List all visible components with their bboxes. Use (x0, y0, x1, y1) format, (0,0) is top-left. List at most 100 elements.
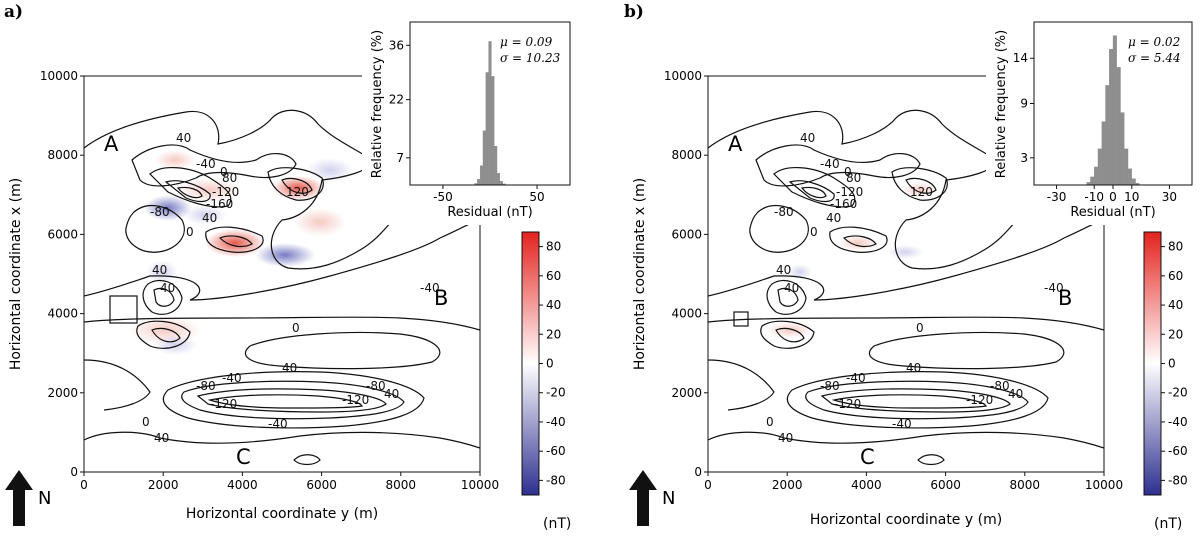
mu-stat: μ = 0.09 (500, 35, 553, 49)
contour-label: 0 (142, 415, 150, 429)
contour-label: 80 (846, 171, 861, 185)
colorbar-tick-label: 0 (1168, 357, 1176, 371)
y-tick-label: 8000 (47, 148, 78, 162)
y-axis: 0 2000 4000 6000 8000 10000 (664, 69, 708, 479)
histogram-bar (1109, 49, 1114, 186)
region-label-a: A (728, 132, 743, 156)
contour-label: 40 (154, 431, 169, 445)
inset-x-tick-label: 10 (1124, 190, 1139, 204)
histogram-bar (1120, 112, 1125, 186)
contour-label: 0 (186, 225, 194, 239)
contour-label: 0 (292, 321, 300, 335)
x-axis-label: Horizontal coordinate y (m) (810, 512, 1002, 528)
y-tick-label: 0 (694, 465, 702, 479)
contour-label: 0 (810, 225, 818, 239)
inset-x-axis: -30 -10 0 10 30 (1047, 185, 1177, 204)
contour-label: 40 (176, 131, 191, 145)
histogram-bars (1086, 35, 1140, 186)
colorbar-tick-label: -20 (1168, 386, 1188, 400)
x-axis-label: Horizontal coordinate y (m) (186, 506, 378, 522)
y-axis-label: Horizontal coordinate x (m) (8, 178, 24, 370)
inset-y-axis: 14 9 3 (1013, 51, 1034, 165)
contour-label: -120 (834, 397, 861, 411)
y-axis: 0 2000 4000 6000 8000 10000 (40, 69, 84, 479)
histogram-bar (1124, 148, 1129, 186)
contour-label: -120 (836, 185, 863, 199)
contour-label: 0 (220, 165, 228, 179)
histogram-bar (1105, 85, 1110, 186)
inset-background (986, 0, 1200, 225)
region-label-b: B (1058, 286, 1072, 310)
histogram-bar (496, 173, 501, 186)
x-tick-label: 10000 (461, 478, 499, 492)
contour-label: 0 (766, 415, 774, 429)
contour-lines (708, 109, 1104, 466)
histogram-bar (1094, 166, 1099, 186)
contour-label: 0 (844, 165, 852, 179)
histogram-bar (1131, 178, 1136, 186)
x-tick-label: 8000 (1010, 478, 1041, 492)
inset-x-label: Residual (nT) (447, 205, 532, 220)
x-tick-label: 10000 (1085, 478, 1123, 492)
study-area-box (733, 311, 749, 327)
histogram-bar (477, 179, 481, 186)
contour-label: -120 (210, 397, 237, 411)
contour-label: 40 (1008, 387, 1023, 401)
contour-label: -80 (196, 379, 216, 393)
histogram-bar (485, 72, 489, 186)
histogram-bar (1101, 121, 1106, 186)
region-label-c: C (236, 445, 251, 469)
colorbar: 80 60 40 20 0 -20 -40 -60 -80 (nT) (1143, 231, 1188, 532)
histogram-bars (474, 41, 506, 186)
y-axis-label: Horizontal coordinate x (m) (632, 178, 648, 370)
inset-y-label: Relative frequency (%) (370, 30, 385, 178)
x-tick-label: 2000 (772, 478, 803, 492)
contour-label-group: 40 -40 0 -80 -120 40 80 -160 120 -40 0 4… (142, 131, 440, 445)
y-tick-label: 2000 (671, 386, 702, 400)
contour-label: 40 (384, 387, 399, 401)
inset-y-tick-label: 7 (396, 151, 404, 165)
colorbar-tick-label: 60 (1168, 269, 1183, 283)
histogram-bar (1112, 35, 1117, 186)
sigma-stat: σ = 5.44 (1128, 51, 1181, 65)
x-tick-label: 2000 (148, 478, 179, 492)
north-arrow-icon (629, 470, 657, 526)
histogram-bar (1090, 176, 1095, 186)
histogram-bar (1097, 148, 1102, 186)
north-label: N (662, 488, 675, 509)
contour-label: -80 (774, 205, 794, 219)
colorbar-ticks: 80 60 40 20 0 -20 -40 -60 -80 (1161, 240, 1188, 487)
histogram-bar (1127, 168, 1132, 186)
contour-label: 120 (286, 185, 309, 199)
y-tick-label: 2000 (47, 386, 78, 400)
colorbar-tick-label: -60 (1168, 444, 1188, 458)
colorbar: 80 60 40 20 0 -20 -40 -60 -80 (nT) (521, 231, 571, 532)
y-tick-label: 6000 (47, 227, 78, 241)
y-tick-label: 8000 (671, 148, 702, 162)
colorbar-gradient (1143, 231, 1162, 496)
inset-x-tick-label: -10 (1084, 190, 1104, 204)
contour-label: 40 (776, 263, 791, 277)
contour-label: -40 (196, 157, 216, 171)
y-tick-label: 10000 (664, 69, 702, 83)
panel-b: b) (624, 0, 1200, 532)
y-tick-label: 4000 (47, 307, 78, 321)
colorbar-tick-label: 60 (546, 269, 561, 283)
contour-label: -40 (268, 417, 288, 431)
colorbar-tick-label: -80 (1168, 473, 1188, 487)
colorbar-tick-label: 80 (546, 240, 561, 254)
inset-x-label: Residual (nT) (1070, 205, 1155, 220)
contour-label: 40 (282, 361, 297, 375)
y-tick-label: 4000 (671, 307, 702, 321)
colorbar-unit: (nT) (543, 516, 571, 532)
panel-label: b) (624, 2, 644, 22)
north-arrow: N (629, 470, 675, 526)
histogram-bar (482, 130, 486, 186)
contour-label: 40 (160, 281, 175, 295)
colorbar-tick-label: -80 (546, 473, 566, 487)
contour-label: 40 (778, 431, 793, 445)
y-tick-label: 10000 (40, 69, 78, 83)
colorbar-unit: (nT) (1154, 516, 1182, 532)
inset-x-axis: -50 50 (433, 185, 545, 204)
